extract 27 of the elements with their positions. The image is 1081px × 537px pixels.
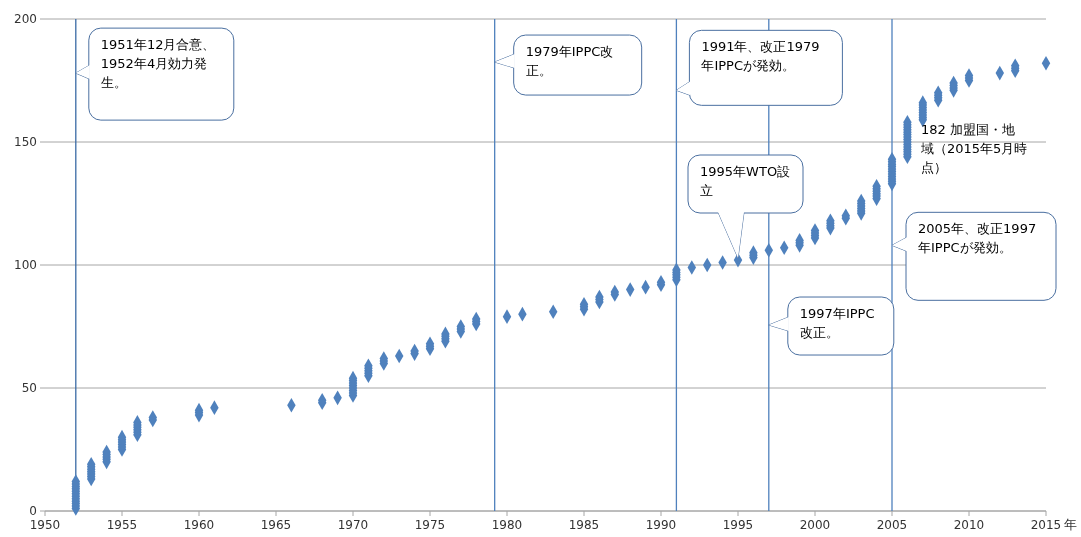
- x-tick-label: 2010: [953, 518, 985, 532]
- x-tick-label: 2005: [876, 518, 908, 532]
- x-tick-label: 1975: [414, 518, 446, 532]
- x-tick-label: 1990: [645, 518, 677, 532]
- x-tick-label: 2015: [1030, 518, 1062, 532]
- x-tick-label: 1995: [722, 518, 754, 532]
- annotation: 2005年、改正1997年IPPCが発効。: [918, 221, 1037, 256]
- x-tick-label: 1985: [568, 518, 600, 532]
- x-tick-label: 1960: [183, 518, 215, 532]
- x-tick-label: 1965: [260, 518, 292, 532]
- x-tick-label: 1970: [337, 518, 369, 532]
- annotation: 1951年12月合意、1952年4月効力発生。: [100, 37, 216, 91]
- x-tick-label: 1950: [29, 518, 61, 532]
- y-tick-label: 150: [14, 135, 37, 149]
- x-tick-label: 1955: [106, 518, 138, 532]
- y-tick-label: 200: [14, 12, 37, 26]
- annotation: 182 加盟国・地域（2015年5月時点）: [920, 121, 1028, 175]
- y-tick-label: 100: [14, 258, 37, 272]
- x-tick-label: 1980: [491, 518, 523, 532]
- y-tick-label: 50: [21, 381, 37, 395]
- annotation: 1995年WTO設立: [700, 164, 791, 198]
- annotation: 1991年、改正1979年IPPCが発効。: [701, 39, 820, 74]
- x-tick-label: 2000: [799, 518, 831, 532]
- annotation: 1979年IPPC改正。: [525, 44, 614, 79]
- y-tick-label: 0: [29, 504, 37, 518]
- annotation: 1997年IPPC改正。: [799, 306, 875, 341]
- x-axis-title: 年: [1064, 517, 1077, 532]
